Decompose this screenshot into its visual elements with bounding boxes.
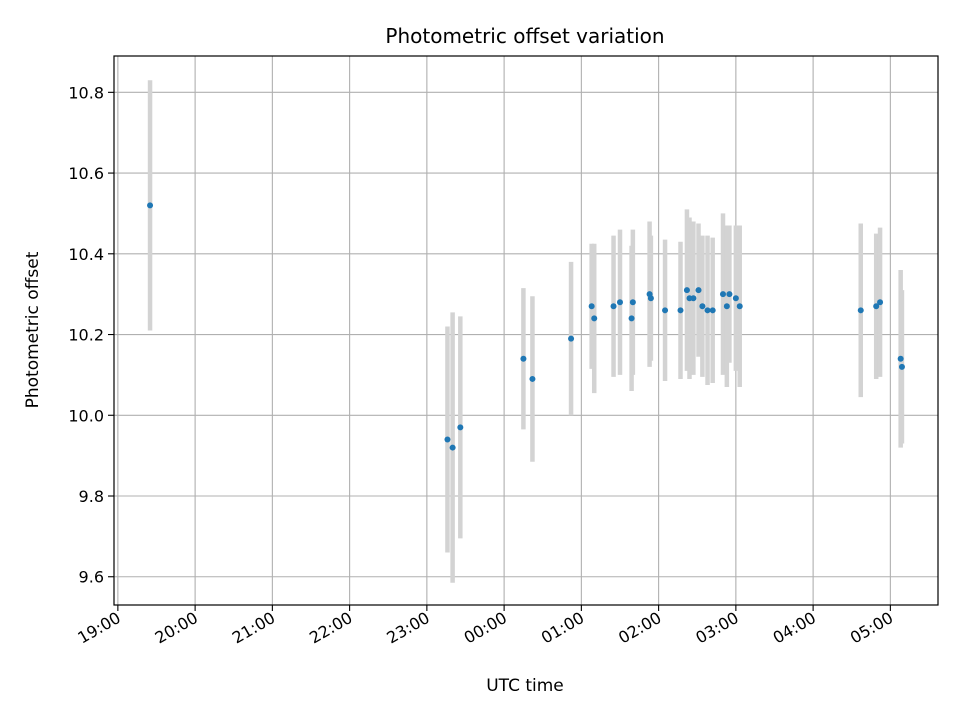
data-point	[704, 307, 711, 314]
data-point	[873, 303, 880, 310]
y-tick-label: 10.6	[68, 164, 104, 183]
data-point	[897, 355, 904, 362]
data-point	[732, 295, 739, 302]
data-point	[898, 363, 905, 370]
data-point	[736, 303, 743, 310]
x-axis-label: UTC time	[486, 676, 564, 696]
y-tick-label: 10.2	[68, 326, 104, 345]
data-point	[726, 291, 733, 298]
grid-lines	[114, 56, 938, 605]
y-tick-label: 10.8	[68, 83, 104, 102]
data-point	[628, 315, 635, 322]
data-point	[568, 335, 575, 342]
data-point	[683, 287, 690, 294]
data-point	[719, 291, 726, 298]
data-point	[647, 295, 654, 302]
data-point	[449, 444, 456, 451]
y-tick-label: 10.4	[68, 245, 104, 264]
data-point	[677, 307, 684, 314]
data-point	[723, 303, 730, 310]
data-point	[616, 299, 623, 306]
y-tick-label: 9.6	[79, 568, 104, 587]
data-point	[591, 315, 598, 322]
data-point	[520, 355, 527, 362]
data-point	[662, 307, 669, 314]
data-point	[709, 307, 716, 314]
y-tick-label: 10.0	[68, 406, 104, 425]
data-point	[588, 303, 595, 310]
data-point	[147, 202, 154, 209]
y-tick-label: 9.8	[79, 487, 104, 506]
y-axis-label: Photometric offset	[23, 251, 43, 408]
data-point	[699, 303, 706, 310]
y-axis-ticks: 9.6 9.8 10.0 10.2 10.4 10.6 10.8	[68, 83, 114, 587]
data-point	[529, 375, 536, 382]
chart-title: Photometric offset variation	[385, 24, 664, 48]
data-point	[610, 303, 617, 310]
data-point	[877, 299, 884, 306]
data-point	[857, 307, 864, 314]
data-point	[690, 295, 697, 302]
data-point	[695, 287, 702, 294]
data-point	[457, 424, 464, 431]
plot-frame	[113, 55, 939, 606]
data-point	[444, 436, 451, 443]
data-point	[629, 299, 636, 306]
point-group	[147, 202, 905, 451]
